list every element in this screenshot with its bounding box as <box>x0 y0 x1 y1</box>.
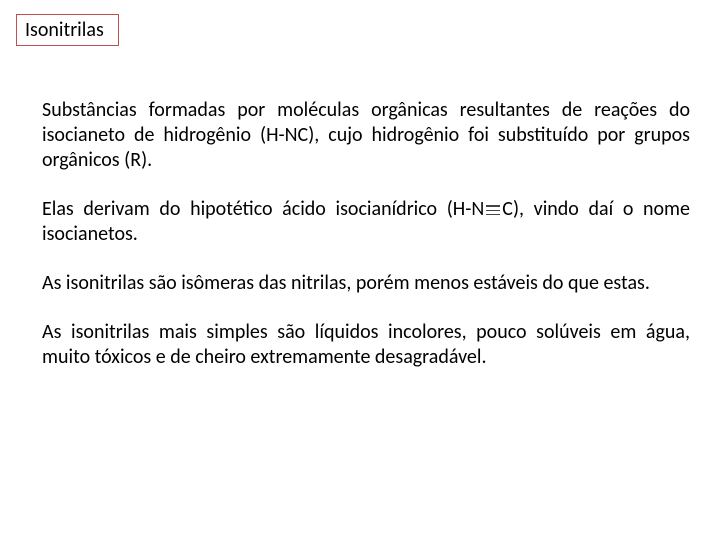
paragraph-3-text: As isonitrilas são isômeras das nitrilas… <box>42 271 650 295</box>
title-box: Isonitrilas <box>16 14 119 46</box>
paragraph-2-pre: Elas derivam do hipotético ácido isocian… <box>42 197 484 221</box>
paragraph-1: Substâncias formadas por moléculas orgân… <box>42 98 690 173</box>
paragraph-2: Elas derivam do hipotético ácido isocian… <box>42 197 690 247</box>
triple-bond-icon <box>486 204 500 216</box>
paragraph-3: As isonitrilas são isômeras das nitrilas… <box>42 271 690 296</box>
title-text: Isonitrilas <box>25 18 104 42</box>
paragraph-4: As isonitrilas mais simples são líquidos… <box>42 320 690 370</box>
paragraph-1-text: Substâncias formadas por moléculas orgân… <box>42 98 690 172</box>
body-area: Substâncias formadas por moléculas orgân… <box>42 98 690 370</box>
slide: Isonitrilas Substâncias formadas por mol… <box>0 0 720 540</box>
paragraph-4-text: As isonitrilas mais simples são líquidos… <box>42 320 690 369</box>
